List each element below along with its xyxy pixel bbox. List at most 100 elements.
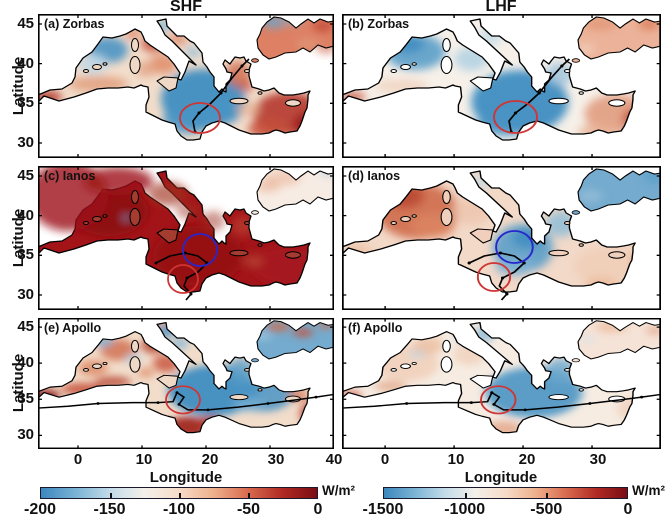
axis-tick-marks [38,318,334,449]
panel-e-shf-apollo: (e) Apollo [38,318,334,449]
panel-label-b: (b) Zorbas [348,17,410,31]
flux-anomaly-blob [185,46,201,58]
storm-track [342,391,661,411]
island-sicily [469,76,494,92]
black-sea-coastline [577,320,661,360]
island [229,97,249,105]
island [244,368,250,372]
black-sea-blob [293,328,313,338]
marmara-sea [251,58,259,63]
panel-border [342,166,661,310]
flux-anomaly-blob [243,255,263,267]
colorbar-notch [179,493,181,498]
island [440,208,453,226]
black-sea-blob [584,18,617,30]
axis-tick-marks [38,166,334,310]
map-f [342,318,661,449]
colorbar-lhf [383,487,628,499]
flux-anomaly-blob [412,336,445,355]
storm-track-point [467,261,471,265]
marmara-sea [251,358,259,363]
x-tick-label: 20 [201,451,219,468]
black-sea-blob [578,190,603,202]
flux-anomaly-blob [545,62,574,86]
storm-area-circle-red [480,385,517,415]
island [92,216,102,222]
y-tick-label: 30 [17,134,34,151]
storm-track-point [197,111,201,115]
storm-track [468,252,525,301]
island [102,361,108,366]
flux-anomaly-blob [123,215,129,221]
island [564,221,571,225]
island [440,356,453,373]
storm-track-point [189,292,193,296]
y-tick-label: 40 [17,206,34,224]
island [564,69,571,73]
colorbar-notch [464,493,467,498]
y-tick-label: 45 [17,15,34,32]
island [129,56,141,74]
x-tick-label: 30 [589,451,607,468]
colorbar-shf [40,487,318,499]
island [608,99,626,107]
island [92,363,102,369]
colorbar-tick-label: -50 [236,501,261,518]
land-anomaly-blob [176,203,200,219]
island [244,221,250,225]
colorbar-notch [248,493,250,498]
y-tick-label: 45 [17,167,34,184]
black-sea-blob [296,38,320,50]
colorbar-tick-label: -500 [530,501,563,518]
colorbar-tick-label: -1500 [362,501,404,518]
panel-border [38,14,334,158]
panel-label-f: (f) Apollo [348,321,403,335]
flux-anomaly-blob [236,101,260,117]
storm-area-circle-blue [182,233,218,267]
marmara-sea [571,210,581,215]
storm-track-point [498,251,503,255]
land-anomaly-blob [83,167,153,195]
y-tick-label: 35 [17,390,34,408]
island-sicily [156,374,179,389]
island [442,38,451,52]
island [285,251,301,259]
storm-area-circle-red [492,100,539,134]
island [564,368,571,372]
island [102,214,108,218]
island-sicily [469,374,494,389]
map-c [38,166,334,310]
storm-track-point [175,391,179,394]
storm-track-point [156,401,160,404]
black-sea-blob [313,20,333,32]
island [229,249,249,257]
x-tick-label: 10 [447,451,465,468]
panel-label-d: (d) Ianos [348,169,401,183]
x-axis-label-left: Longitude [149,469,223,486]
flux-anomaly-blob [138,367,154,379]
island [92,64,102,70]
panel-d-lhf-ianos: (d) Ianos [342,166,661,310]
storm-track [155,252,208,301]
y-tick-label: 35 [17,94,34,112]
axis-tick-marks [342,318,661,449]
island [400,64,411,70]
storm-track-point [266,402,270,405]
storm-track-point [177,403,181,406]
colorbar-tick-label: -1000 [444,501,486,518]
panel-label-c: (c) Ianos [44,169,96,183]
island [131,339,139,353]
column-title-lhf: LHF [485,0,517,15]
colorbar-tick-label: 0 [623,501,633,518]
panel-label-e: (e) Apollo [44,321,102,335]
storm-area-circle-blue [495,230,534,264]
black-sea-blob [579,336,597,344]
flux-anomaly-blob [238,80,254,92]
island [400,363,411,369]
storm-track [508,58,571,133]
storm-track-point [490,391,494,394]
y-axis-label-row3: Latitude [10,353,27,413]
colorbar-units-left: W/m² [322,483,355,498]
island [578,243,584,247]
